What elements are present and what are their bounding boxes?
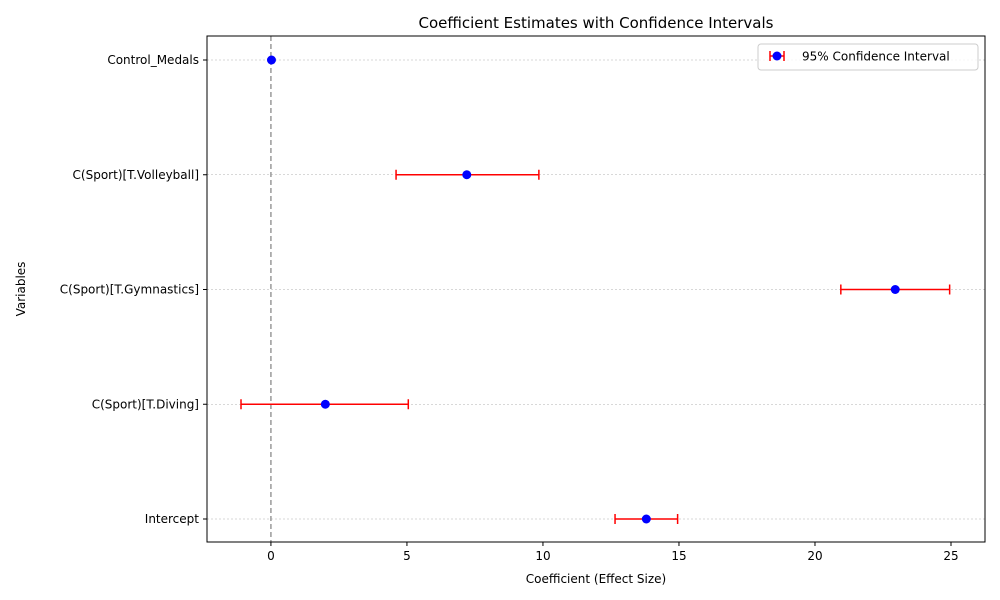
x-tick-label: 15 <box>671 549 686 563</box>
x-tick-label: 0 <box>267 549 275 563</box>
y-tick-label: C(Sport)[T.Gymnastics] <box>60 283 199 297</box>
estimate-point <box>266 55 276 65</box>
x-axis: 0 5 10 15 20 25 <box>267 542 959 563</box>
legend-label: 95% Confidence Interval <box>802 50 950 64</box>
y-tick-label: Intercept <box>145 512 200 526</box>
estimate-points <box>266 55 900 524</box>
error-bars <box>240 169 951 524</box>
y-axis: Intercept C(Sport)[T.Diving] C(Sport)[T.Gy… <box>60 53 207 526</box>
y-axis-label: Variables <box>14 262 28 317</box>
estimate-point <box>320 399 330 409</box>
x-tick-label: 5 <box>403 549 411 563</box>
estimate-point <box>890 285 900 294</box>
x-axis-label: Coefficient (Effect Size) <box>526 572 667 586</box>
chart-title: Coefficient Estimates with Confidence In… <box>419 14 774 32</box>
legend-box <box>757 43 979 71</box>
x-tick-label: 10 <box>535 549 550 563</box>
estimate-point <box>462 170 472 180</box>
x-tick-label: 20 <box>807 549 822 563</box>
x-tick-label: 25 <box>943 549 958 563</box>
y-tick-label: C(Sport)[T.Volleyball] <box>73 168 199 182</box>
legend-marker-icon <box>772 51 782 61</box>
estimate-point <box>641 514 651 524</box>
legend: 95% Confidence Interval <box>757 43 979 71</box>
y-tick-label: Control_Medals <box>107 53 199 67</box>
y-tick-label: C(Sport)[T.Diving] <box>92 397 199 411</box>
